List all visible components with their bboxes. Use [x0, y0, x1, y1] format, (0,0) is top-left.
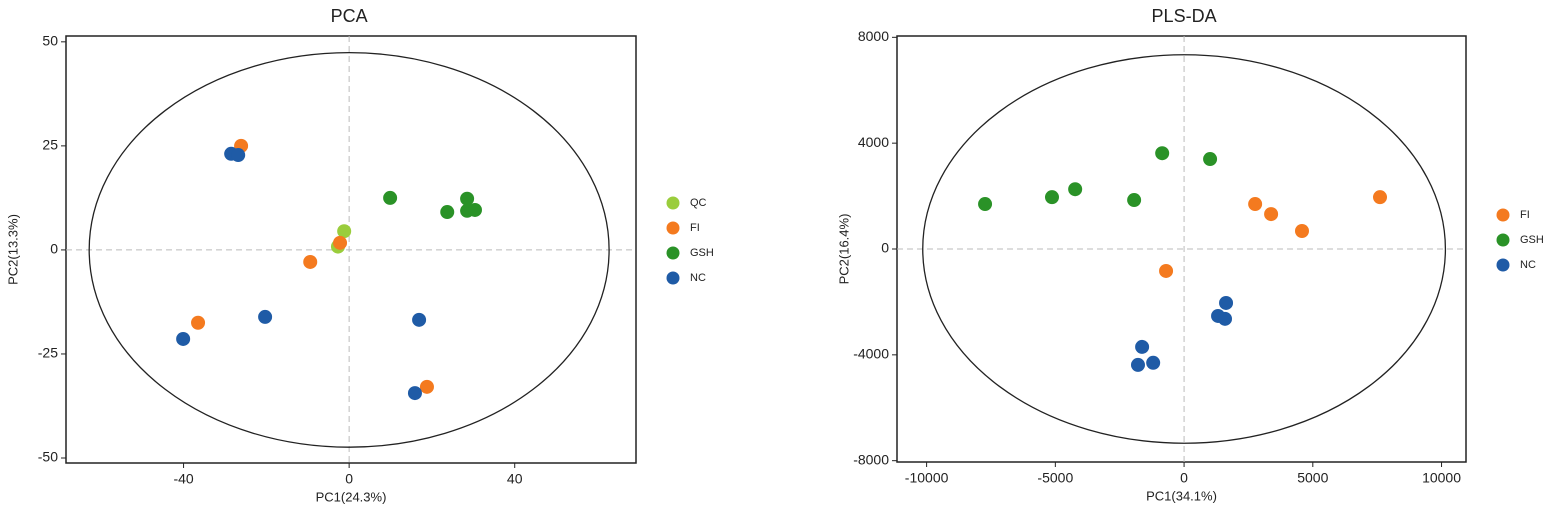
data-point	[407, 386, 422, 401]
y-tick-label: 50	[42, 33, 58, 49]
data-point	[1203, 152, 1218, 167]
legend-marker	[666, 246, 680, 260]
y-tick-label: -4000	[853, 346, 889, 362]
data-point	[1068, 182, 1083, 197]
legend-label: FI	[690, 222, 700, 234]
data-point	[1146, 355, 1161, 370]
x-tick-label: 5000	[1297, 470, 1328, 486]
legend-label: FI	[1520, 209, 1530, 221]
x-tick-label: -5000	[1037, 470, 1073, 486]
y-tick-label: 0	[50, 241, 58, 257]
data-point	[467, 202, 482, 217]
y-tick-label: -8000	[853, 451, 889, 467]
data-point	[191, 315, 206, 330]
y-tick-label: 4000	[858, 134, 889, 150]
data-point	[419, 379, 434, 394]
x-tick-label: 10000	[1422, 470, 1461, 486]
y-tick-label: -50	[38, 449, 58, 465]
data-point	[1219, 295, 1234, 310]
data-point	[258, 309, 273, 324]
data-point	[337, 224, 352, 239]
chart-title: PCA	[331, 6, 368, 26]
data-point	[383, 190, 398, 205]
x-axis-label: PC1(34.1%)	[1146, 488, 1217, 503]
confidence-ellipse	[88, 51, 610, 448]
data-point	[1264, 207, 1279, 222]
data-point	[1373, 190, 1388, 205]
y-tick-label: -25	[38, 345, 58, 361]
data-point	[176, 331, 191, 346]
legend-marker	[666, 196, 680, 210]
legend-marker	[666, 271, 680, 285]
confidence-ellipse	[922, 54, 1447, 444]
data-point	[231, 148, 246, 163]
legend-label: GSH	[1520, 234, 1544, 246]
x-axis-label: PC1(24.3%)	[316, 489, 387, 504]
chart-title: PLS-DA	[1152, 6, 1217, 26]
data-point	[412, 312, 427, 327]
legend-marker	[1496, 208, 1510, 222]
data-point	[303, 254, 318, 269]
data-point	[1218, 311, 1233, 326]
data-point	[1130, 357, 1145, 372]
data-point	[1044, 190, 1059, 205]
data-point	[1159, 263, 1174, 278]
legend-marker	[666, 221, 680, 235]
x-tick-label: 0	[1180, 470, 1188, 486]
x-tick-label: 0	[345, 471, 353, 487]
data-point	[460, 191, 475, 206]
y-axis-label: PC2(16.4%)	[836, 214, 851, 285]
legend-label: QC	[690, 197, 707, 209]
legend-label: NC	[1520, 259, 1536, 271]
y-tick-label: 25	[42, 137, 58, 153]
y-axis-label: PC2(13.3%)	[5, 214, 20, 285]
legend-label: GSH	[690, 247, 714, 259]
x-tick-label: 40	[507, 471, 523, 487]
data-point	[1248, 197, 1263, 212]
y-tick-label: 8000	[858, 28, 889, 44]
x-tick-label: -10000	[905, 470, 949, 486]
data-point	[978, 197, 993, 212]
legend-marker	[1496, 258, 1510, 272]
legend-marker	[1496, 233, 1510, 247]
data-point	[1127, 193, 1142, 208]
y-tick-label: 0	[881, 240, 889, 256]
legend-label: NC	[690, 272, 706, 284]
data-point	[1294, 224, 1309, 239]
data-point	[1135, 339, 1150, 354]
data-point	[440, 205, 455, 220]
data-point	[1155, 146, 1170, 161]
x-tick-label: -40	[173, 471, 193, 487]
data-point	[333, 235, 348, 250]
